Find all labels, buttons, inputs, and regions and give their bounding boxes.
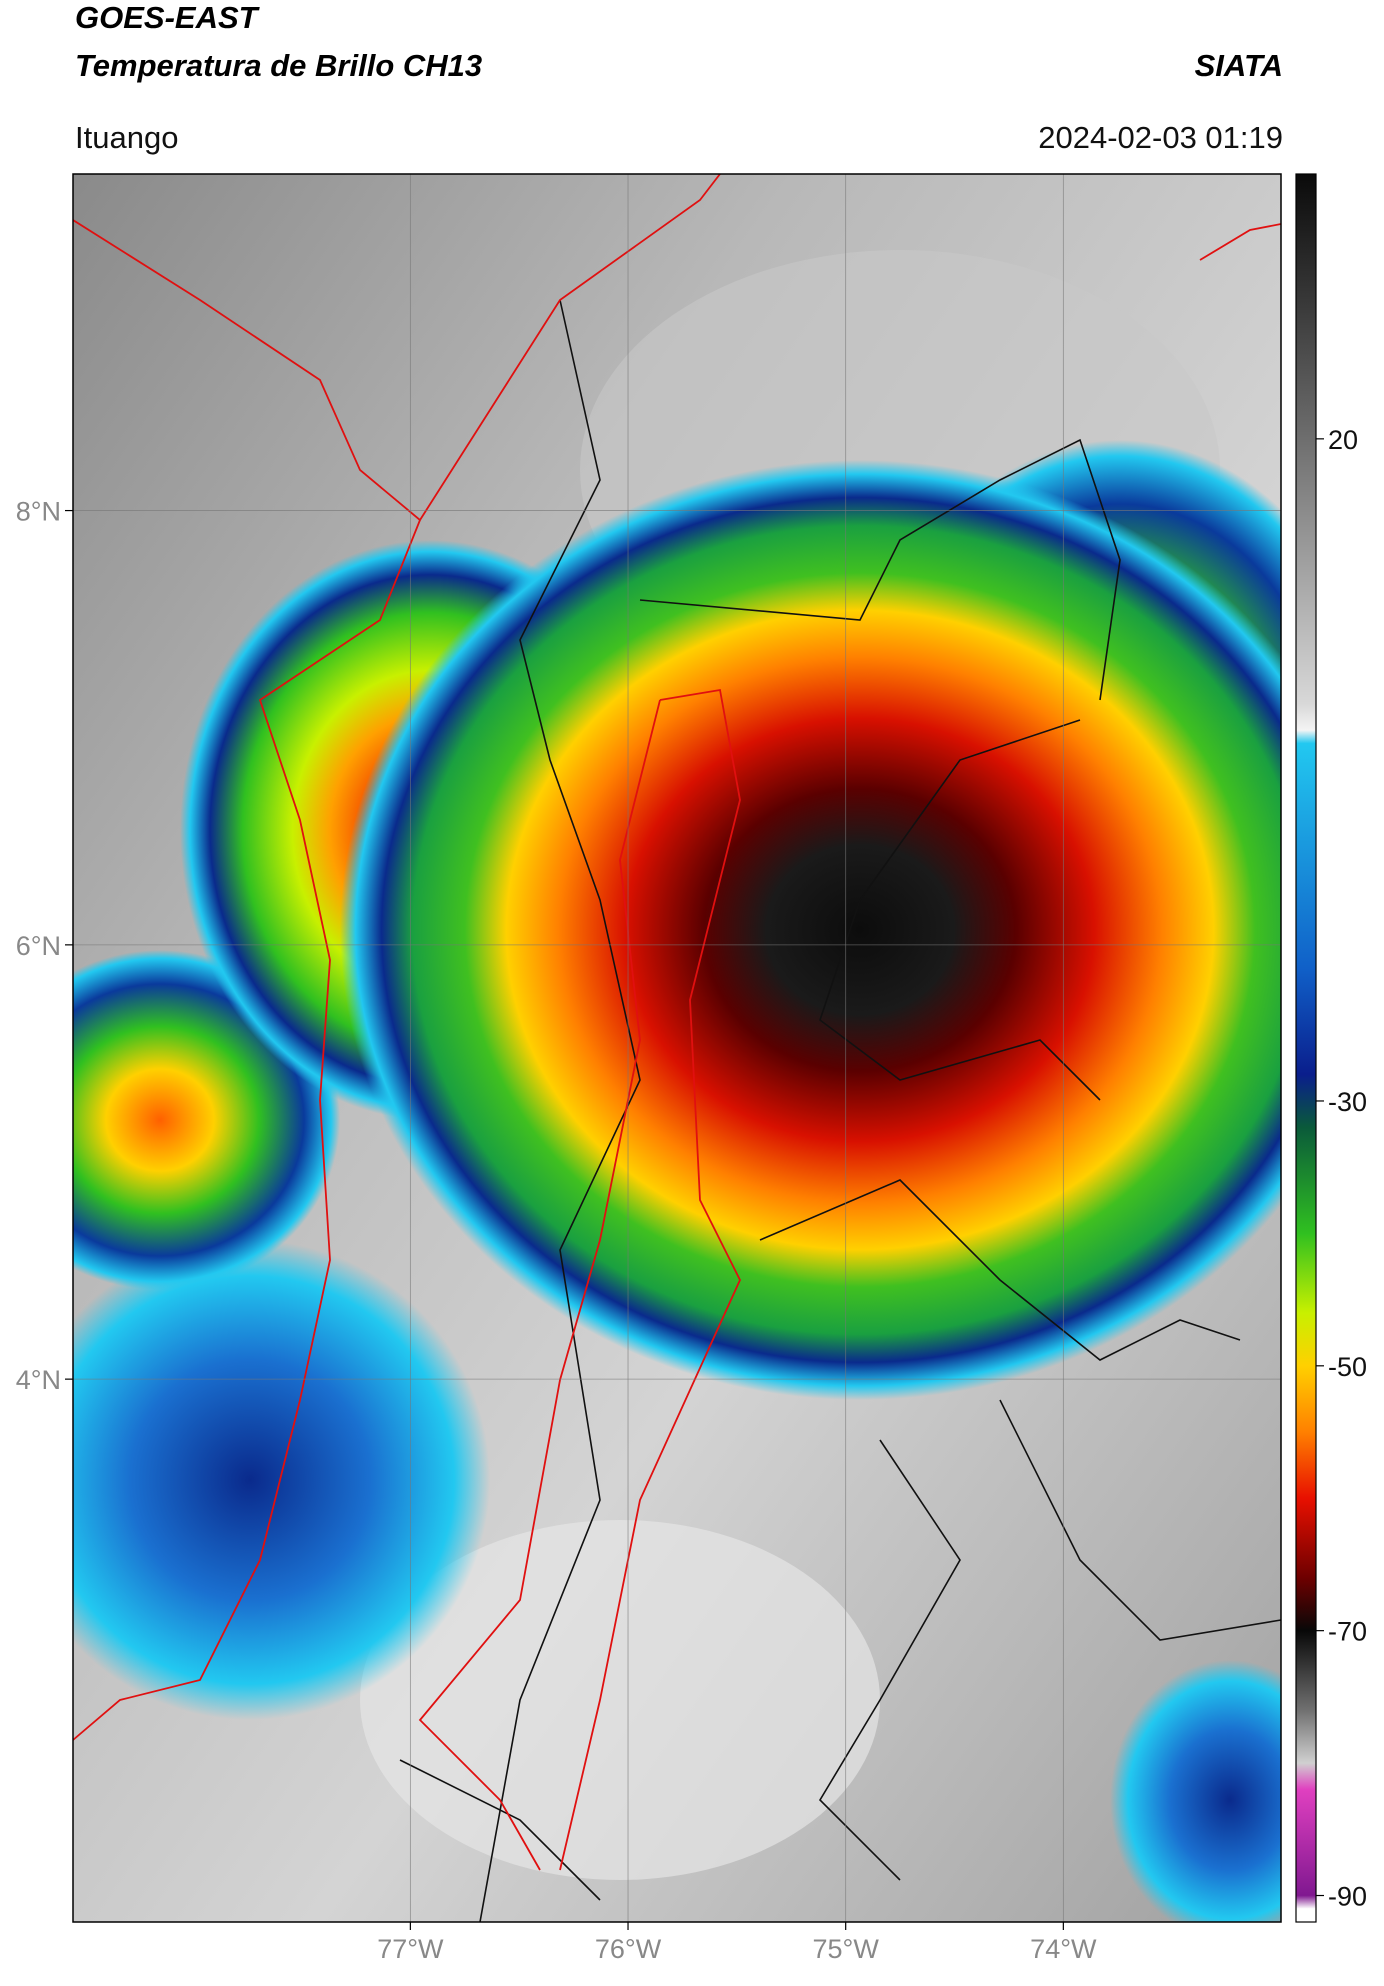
x-tick-label: 74°W [1030, 1934, 1097, 1964]
location: Ituango [75, 120, 178, 155]
timestamp: 2024-02-03 01:19 [1038, 120, 1283, 155]
coastline-and-boundary [73, 174, 1281, 1871]
map-frame [72, 173, 1282, 1923]
title-line1: GOES-EAST [75, 0, 261, 35]
colorbar [1295, 173, 1317, 1923]
colorbar-tick-label: 20 [1328, 425, 1358, 455]
cloud-cells [1110, 1660, 1281, 1922]
y-tick-label: 8°N [16, 497, 61, 527]
y-tick-label: 4°N [16, 1365, 61, 1395]
x-tick-label: 77°W [377, 1934, 444, 1964]
colorbar-tick-label: -90 [1328, 1882, 1367, 1912]
title-line2: Temperatura de Brillo CH13 [75, 48, 482, 83]
x-tick-label: 76°W [595, 1934, 662, 1964]
y-tick-label: 6°N [16, 931, 61, 961]
x-tick-label: 75°W [813, 1934, 880, 1964]
colorbar-tick-label: -30 [1328, 1087, 1367, 1117]
agency: SIATA [1195, 48, 1283, 83]
map [73, 174, 1281, 1922]
borders [399, 299, 1281, 1922]
colorbar-tick-label: -50 [1328, 1352, 1367, 1382]
cloud-cells [73, 1240, 490, 1720]
storm-cell [340, 460, 1281, 1400]
colorbar-tick-label: -70 [1328, 1617, 1367, 1647]
